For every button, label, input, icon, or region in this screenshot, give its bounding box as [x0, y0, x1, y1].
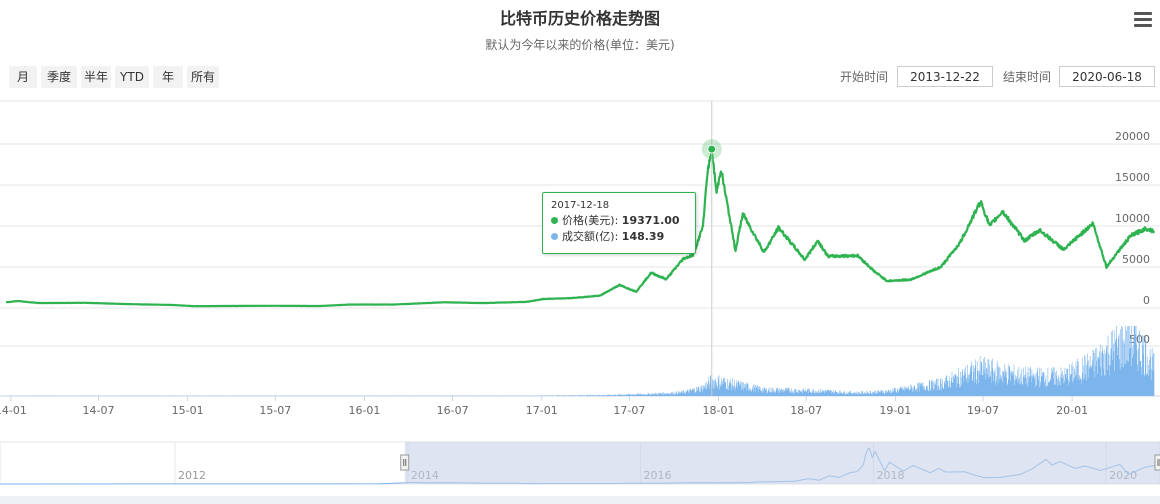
navigator-year-label: 2012: [178, 469, 206, 482]
tooltip-price-value: 19371.00: [621, 214, 680, 227]
tooltip-volume-row: 成交额(亿): 148.39: [551, 229, 687, 245]
volume-series-dot-icon: [551, 233, 558, 240]
end-date-input[interactable]: 2020-06-18: [1059, 66, 1155, 87]
price-axis-tick-label: 5000: [1122, 253, 1150, 266]
x-axis-tick-label: 14-01: [0, 404, 27, 417]
x-axis-tick-label: 14-07: [83, 404, 115, 417]
x-axis-tick-label: 17-01: [526, 404, 558, 417]
start-date-label: 开始时间: [840, 70, 889, 84]
chart-subtitle: 默认为今年以来的价格(单位：美元): [485, 38, 675, 52]
price-axis-tick-label: 20000: [1115, 130, 1150, 143]
x-axis-tick-label: 18-01: [703, 404, 735, 417]
x-axis-tick-label: 17-07: [613, 404, 645, 417]
tooltip-date: 2017-12-18: [551, 200, 610, 211]
range-button-all[interactable]: 所有: [187, 66, 219, 88]
start-date-input[interactable]: 2013-12-22: [897, 66, 993, 87]
price-axis-tick-label: 15000: [1115, 171, 1150, 184]
tooltip: 2017-12-18 价格(美元): 19371.00 成交额(亿): 148.…: [542, 192, 696, 254]
hover-marker-point: [707, 144, 717, 154]
tooltip-volume-value: 148.39: [621, 230, 665, 243]
volume-bars: [5, 326, 1155, 396]
navigator-selected-range: [404, 442, 1160, 484]
tooltip-price-row: 价格(美元): 19371.00: [551, 213, 687, 229]
price-series-dot-icon: [551, 217, 558, 224]
price-axis-tick-label: 10000: [1115, 212, 1150, 225]
tooltip-price-label: 价格(美元):: [562, 214, 619, 227]
range-button-year[interactable]: 年: [153, 66, 183, 88]
range-button-month[interactable]: 月: [9, 66, 37, 88]
hamburger-menu-icon[interactable]: [1134, 12, 1152, 28]
range-button-quarter[interactable]: 季度: [41, 66, 77, 88]
x-axis-tick-label: 16-01: [348, 404, 380, 417]
price-line: [5, 145, 1156, 308]
scrollbar-track[interactable]: [0, 496, 1160, 504]
range-selector-buttons: 月 季度 半年 YTD 年 所有: [9, 66, 219, 88]
navigator-left-handle[interactable]: [400, 454, 410, 471]
x-axis-tick-label: 15-01: [172, 404, 204, 417]
x-axis-tick-label: 15-07: [259, 404, 291, 417]
chart-title: 比特币历史价格走势图: [499, 9, 660, 28]
x-axis-tick-label: 18-07: [790, 404, 822, 417]
navigator-right-handle[interactable]: [1154, 454, 1160, 471]
x-axis-tick-label: 19-01: [879, 404, 911, 417]
x-axis-tick-label: 16-07: [437, 404, 469, 417]
tooltip-volume-label: 成交额(亿):: [562, 230, 619, 243]
x-axis-tick-label: 19-07: [967, 404, 999, 417]
range-button-ytd[interactable]: YTD: [115, 66, 149, 88]
price-axis-tick-label: 0: [1143, 294, 1150, 307]
range-button-half-year[interactable]: 半年: [81, 66, 111, 88]
end-date-label: 结束时间: [1003, 70, 1052, 84]
x-axis-tick-label: 20-01: [1056, 404, 1088, 417]
